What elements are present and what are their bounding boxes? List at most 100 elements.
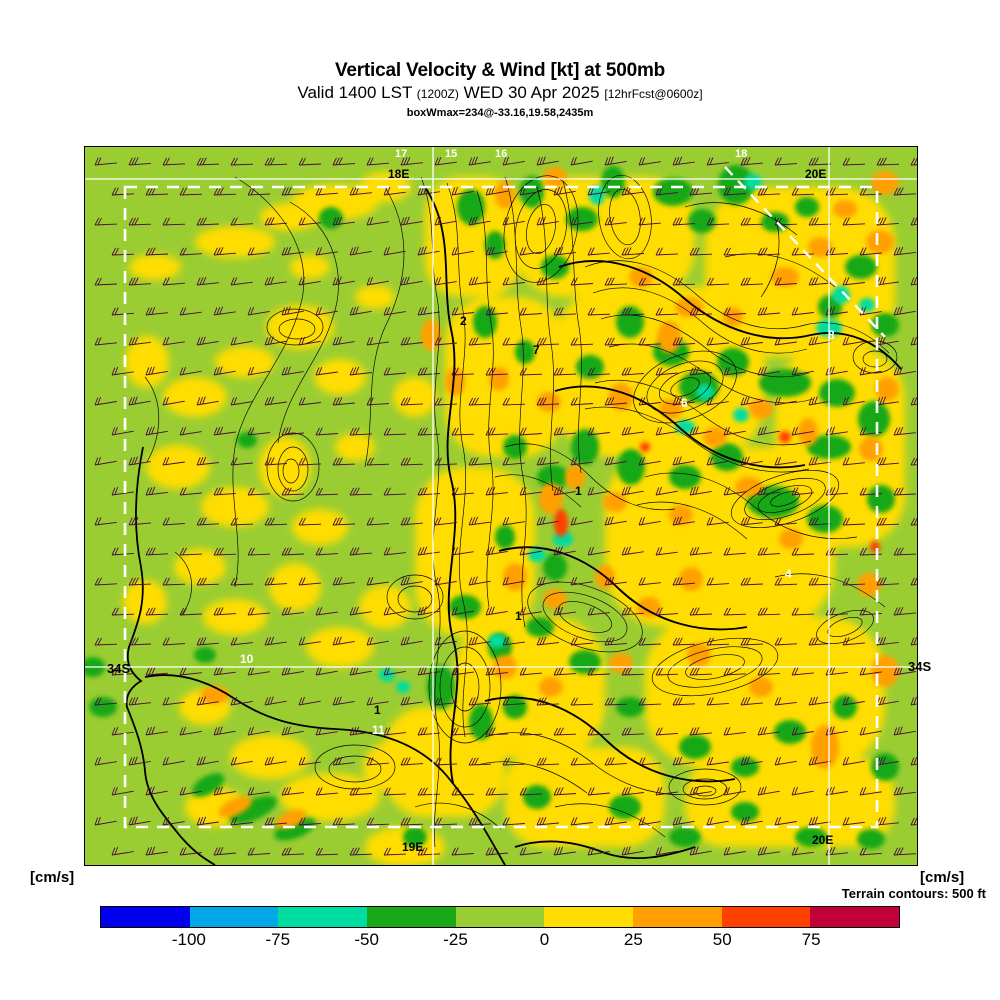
wind-barb [604,816,627,826]
wind-barb [179,247,203,256]
lon-label-top-right: 20E [805,167,827,181]
wind-barb [264,696,287,706]
wind-barb [502,576,525,586]
lon-tick-top: 16 [495,148,508,160]
wind-barb [179,547,203,556]
wind-barb [349,427,373,436]
wind-barb [179,307,202,316]
wind-barb [638,516,661,526]
wind-barb [655,846,678,856]
wind-barb [94,217,118,226]
wind-barb [672,217,696,226]
wind-barb [859,366,882,376]
wind-barb [672,516,695,526]
wind-barb [485,847,508,856]
wind-barb [672,756,695,766]
wind-barb [145,306,168,316]
wind-barb [502,817,525,826]
wind-barb [706,577,730,586]
wind-barb [825,426,848,436]
wind-barb [842,517,866,526]
wind-barb [910,397,917,406]
wind-barb [281,366,304,376]
wind-barb [451,847,474,856]
wind-barb [298,696,321,706]
wind-barb [434,817,458,826]
wind-barb [757,247,781,256]
wind-barb [655,727,678,736]
wind-barb [145,247,169,256]
wind-barb [672,337,695,346]
wind-barb [791,786,814,796]
colorbar[interactable] [100,906,900,928]
wind-barb [791,607,815,616]
cross-section-line [724,166,886,338]
wind-barb [808,456,831,466]
wind-barb [621,367,644,376]
lat-label-right: 34S [908,659,932,674]
wind-barb [876,517,900,526]
wind-barb [264,157,288,166]
wind-barb [893,426,916,436]
wind-barb [264,756,287,766]
wind-barb [128,456,151,466]
wind-barb [689,307,713,316]
wind-barb [145,366,168,376]
wind-barb [587,307,611,316]
wind-barb [111,846,134,856]
wind-barb [825,306,848,316]
wind-barb [706,337,729,346]
wind-barb [502,337,526,346]
wind-barb [876,276,899,286]
wind-barb [740,456,763,466]
wind-barb [162,277,185,286]
wind-barb [621,186,644,196]
wind-barb [791,547,815,556]
wind-barb [774,456,797,466]
wind-barb [553,667,577,676]
wind-barb [553,546,576,556]
wind-barb [298,757,321,766]
wind-barb [162,457,185,466]
wind-barb [570,156,593,166]
wind-barb [247,847,271,856]
wind-barb [281,547,305,556]
wind-barb [179,366,202,376]
wind-barb [281,427,304,436]
wind-barb [604,216,627,226]
wind-barb [723,547,746,556]
wind-barb [162,217,186,226]
wind-barb [213,607,237,616]
wind-barb [451,487,474,496]
lon-tick-top: 18 [735,148,748,160]
wind-barb [111,727,134,736]
wind-barb [332,817,356,826]
wind-barb [400,817,424,826]
wind-barb [400,397,424,406]
wind-barb [400,457,424,466]
wind-barb [145,486,168,496]
wind-barb [740,697,763,706]
wind-barb [689,486,712,496]
wind-barb [655,426,678,436]
wind-barb [536,216,559,226]
wind-barb [893,786,916,796]
wind-barb [247,547,271,556]
wind-barb [366,397,389,406]
wind-barb [332,576,355,586]
wind-barb [621,846,644,856]
wind-barb [264,817,287,826]
wind-barb [621,426,644,436]
wind-barb [519,546,542,556]
wind-barb [740,157,763,166]
wind-barb [638,277,662,286]
map-panel[interactable]: 10 11 4 8 6 2 7 1 1 1 17 15 16 18 [84,146,918,866]
wind-barb [145,547,169,556]
wind-barb [740,277,764,286]
wind-barb [485,186,508,196]
wind-barb [281,786,304,796]
wind-barb [757,486,780,496]
wind-barb [383,306,406,316]
wind-barb [247,187,271,196]
wind-barb [672,456,695,466]
